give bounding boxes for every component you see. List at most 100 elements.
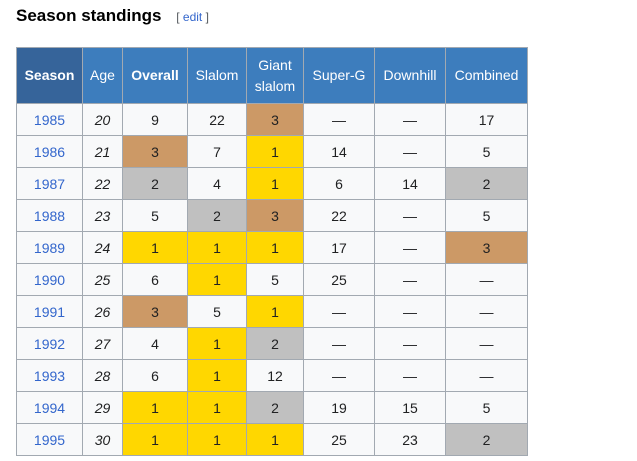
table-row: 1993 28 6 1 12— — — — [16, 359, 528, 392]
table-row: 1988 23 5 2 3 22—5 — [16, 199, 528, 232]
result-cell: 1 — [187, 327, 247, 360]
result-cell: 5 — [246, 263, 304, 296]
age-cell: 28 — [82, 359, 123, 392]
result-cell: 2 — [246, 391, 304, 424]
table-row: 1995 30 1 1 1 25 23 2 — [16, 423, 528, 456]
result-cell: 1 — [246, 135, 304, 168]
header-downhill: Downhill — [374, 47, 446, 104]
season-link[interactable]: 1990 — [16, 263, 83, 296]
result-cell: — — [374, 199, 446, 232]
table-row: 1985 20 9 22 3— —17 — [16, 103, 528, 136]
result-cell: — — [445, 359, 528, 392]
season-link[interactable]: 1991 — [16, 295, 83, 328]
result-cell: — — [374, 327, 446, 360]
result-cell: 4 — [122, 327, 188, 360]
result-cell: 5 — [187, 295, 247, 328]
result-cell: 3 — [246, 199, 304, 232]
result-cell: — — [303, 327, 375, 360]
age-cell: 24 — [82, 231, 123, 264]
age-cell: 22 — [82, 167, 123, 200]
result-cell: 2 — [445, 167, 528, 200]
season-link[interactable]: 1993 — [16, 359, 83, 392]
table-row: 1989 24 1 1 1 17—3 — [16, 231, 528, 264]
season-link[interactable]: 1988 — [16, 199, 83, 232]
season-link[interactable]: 1989 — [16, 231, 83, 264]
result-cell: — — [374, 103, 446, 136]
result-cell: 1 — [122, 231, 188, 264]
result-cell: — — [374, 135, 446, 168]
header-season: Season — [16, 47, 83, 104]
result-cell: — — [303, 295, 375, 328]
season-link[interactable]: 1987 — [16, 167, 83, 200]
result-cell: 1 — [187, 263, 247, 296]
result-cell: 1 — [246, 167, 304, 200]
result-cell: — — [445, 263, 528, 296]
result-cell: 3 — [122, 295, 188, 328]
result-cell: 2 — [445, 423, 528, 456]
result-cell: 3 — [122, 135, 188, 168]
result-cell: — — [303, 103, 375, 136]
result-cell: 3 — [246, 103, 304, 136]
season-standings-table: Season Age Overall Slalom Giant slalom Su… — [16, 47, 528, 456]
result-cell: 2 — [187, 199, 247, 232]
table-row: 1991 26 3 5 1— — — — [16, 295, 528, 328]
result-cell: 14 — [303, 135, 375, 168]
table-row: 1986 21 3 7 1 14—5 — [16, 135, 528, 168]
table-row: 1987 22 2 4 1 6 14 2 — [16, 167, 528, 200]
result-cell: 2 — [246, 327, 304, 360]
header-combined: Combined — [445, 47, 528, 104]
result-cell: 2 — [122, 167, 188, 200]
result-cell: 23 — [374, 423, 446, 456]
result-cell: 1 — [122, 423, 188, 456]
section-title: Season standings — [16, 6, 162, 25]
result-cell: 1 — [122, 391, 188, 424]
result-cell: 6 — [303, 167, 375, 200]
table-row: 1990 25 6 1 5 25— — — [16, 263, 528, 296]
edit-section: [ edit ] — [176, 10, 209, 24]
age-cell: 27 — [82, 327, 123, 360]
edit-link[interactable]: edit — [182, 10, 203, 24]
result-cell: 4 — [187, 167, 247, 200]
result-cell: 17 — [445, 103, 528, 136]
age-cell: 23 — [82, 199, 123, 232]
age-cell: 20 — [82, 103, 123, 136]
result-cell: 14 — [374, 167, 446, 200]
result-cell: — — [445, 295, 528, 328]
age-cell: 25 — [82, 263, 123, 296]
result-cell: 1 — [187, 391, 247, 424]
season-link[interactable]: 1992 — [16, 327, 83, 360]
header-slalom: Slalom — [187, 47, 247, 104]
season-link[interactable]: 1985 — [16, 103, 83, 136]
result-cell: 22 — [187, 103, 247, 136]
result-cell: 5 — [445, 199, 528, 232]
result-cell: 5 — [445, 391, 528, 424]
table-row: 1992 27 4 1 2— — — — [16, 327, 528, 360]
result-cell: — — [374, 231, 446, 264]
age-cell: 29 — [82, 391, 123, 424]
result-cell: 7 — [187, 135, 247, 168]
result-cell: 6 — [122, 359, 188, 392]
age-cell: 30 — [82, 423, 123, 456]
header-overall: Overall — [122, 47, 188, 104]
result-cell: 15 — [374, 391, 446, 424]
result-cell: 3 — [445, 231, 528, 264]
header-age: Age — [82, 47, 123, 104]
result-cell: 25 — [303, 263, 375, 296]
result-cell: 1 — [187, 359, 247, 392]
result-cell: 1 — [246, 423, 304, 456]
season-link[interactable]: 1986 — [16, 135, 83, 168]
result-cell: — — [303, 359, 375, 392]
header-super-g: Super-G — [303, 47, 375, 104]
season-link[interactable]: 1994 — [16, 391, 83, 424]
header-row: Season Age Overall Slalom Giant slalom Su… — [16, 47, 528, 104]
table-row: 1994 29 1 1 2 19 15 5 — [16, 391, 528, 424]
result-cell: 22 — [303, 199, 375, 232]
result-cell: 9 — [122, 103, 188, 136]
season-link[interactable]: 1995 — [16, 423, 83, 456]
result-cell: 12 — [246, 359, 304, 392]
result-cell: — — [374, 295, 446, 328]
header-giant-slalom: Giant slalom — [246, 47, 304, 104]
result-cell: — — [445, 327, 528, 360]
result-cell: — — [374, 359, 446, 392]
result-cell: 5 — [122, 199, 188, 232]
